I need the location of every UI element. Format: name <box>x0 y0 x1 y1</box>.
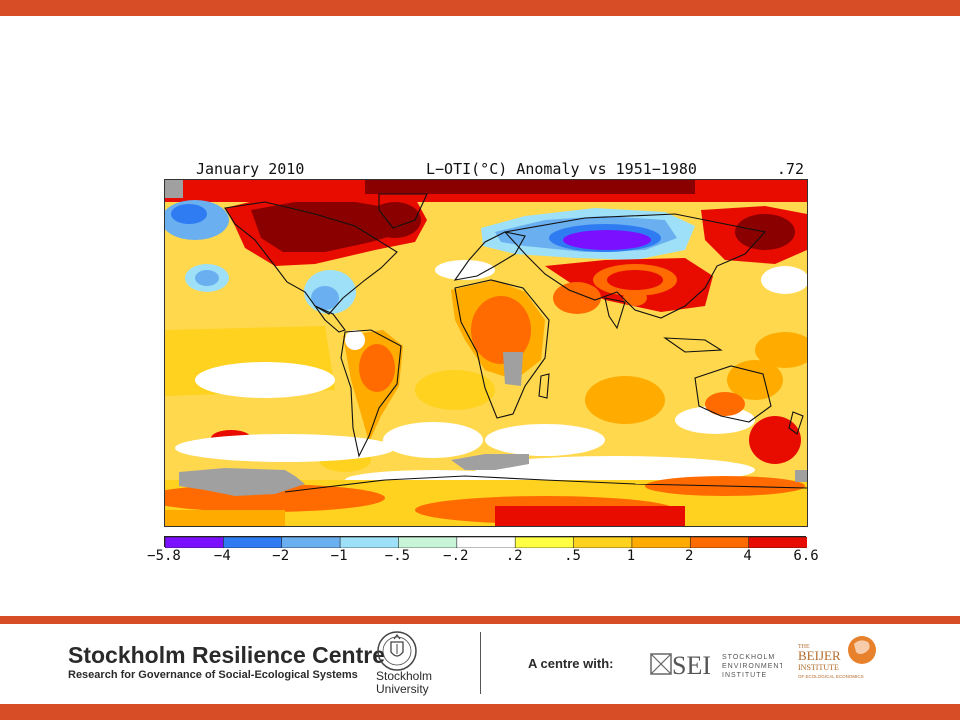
svg-text:SEI: SEI <box>672 651 711 680</box>
anomaly-field <box>165 180 807 526</box>
anomaly-region <box>435 260 495 280</box>
anomaly-region <box>485 424 605 456</box>
svg-text:ENVIRONMENT: ENVIRONMENT <box>722 663 782 670</box>
color-scale-tick-label: −4 <box>213 548 231 564</box>
coastline <box>454 279 550 419</box>
footer-accent-bar <box>0 616 960 624</box>
svg-text:INSTITUTE: INSTITUTE <box>722 672 767 679</box>
coastline <box>313 304 346 333</box>
color-scale-swatch <box>165 537 225 548</box>
anomaly-region <box>383 422 483 458</box>
svg-text:THE: THE <box>798 644 810 650</box>
color-scale-tick-label: −2 <box>272 548 290 564</box>
anomaly-region <box>495 506 685 526</box>
anomaly-region <box>415 370 495 410</box>
color-scale-swatch <box>631 537 692 548</box>
color-scale-tick-label: −.2 <box>443 548 469 564</box>
anomaly-region <box>471 296 531 364</box>
color-scale-bar <box>164 536 807 548</box>
anomaly-region <box>359 344 395 392</box>
anomaly-region <box>475 456 755 484</box>
color-scale-tick-label: 2 <box>685 548 694 564</box>
anomaly-region <box>195 270 219 286</box>
coastline <box>694 365 772 423</box>
anomaly-region <box>727 360 783 400</box>
color-scale-swatch <box>398 537 458 548</box>
anomaly-region <box>195 362 335 398</box>
anomaly-region <box>585 376 665 424</box>
coastlines <box>224 193 807 493</box>
anomaly-region <box>365 180 695 194</box>
svg-text:INSTITUTE: INSTITUTE <box>798 663 839 672</box>
anomaly-region <box>749 416 801 464</box>
bottom-accent-bar <box>0 704 960 720</box>
color-scale-tick-label: 4 <box>743 548 752 564</box>
color-scale-tick-label: −1 <box>330 548 348 564</box>
color-scale-tick-label: 6.6 <box>793 548 819 564</box>
coastline <box>453 231 526 281</box>
coastline <box>378 193 428 229</box>
color-scale-labels: −5.8 −4 −2 −1 −.5 −.2 .2 .5 1 2 4 6.6 <box>0 548 960 568</box>
anomaly-region <box>761 266 807 294</box>
coastline <box>340 329 402 458</box>
color-scale-tick-label: −5.8 <box>147 548 181 564</box>
anomaly-region <box>607 270 663 290</box>
anomaly-region <box>755 332 807 368</box>
anomaly-region <box>175 434 395 462</box>
beijer-institute-logo: THE BEIJER INSTITUTE OF ECOLOGICAL ECONO… <box>798 636 876 679</box>
global-mean-anomaly: .72 <box>776 160 804 178</box>
svg-text:BEIJER: BEIJER <box>798 648 841 663</box>
color-scale-swatch <box>514 537 575 548</box>
temperature-anomaly-map <box>164 179 808 527</box>
coastline <box>788 411 804 435</box>
anomaly-region <box>311 286 339 310</box>
color-scale-swatch <box>748 537 807 548</box>
no-data-region <box>451 454 529 470</box>
color-scale-tick-label: .5 <box>564 548 581 564</box>
anomaly-region <box>345 330 365 350</box>
no-data-region <box>503 352 523 386</box>
color-scale-swatch <box>281 537 341 548</box>
anomaly-region <box>171 204 207 224</box>
coastline <box>538 373 550 399</box>
coastline <box>503 213 767 319</box>
color-scale-swatch <box>456 537 516 548</box>
coastline <box>663 337 723 353</box>
color-scale-tick-label: 1 <box>626 548 636 564</box>
svg-text:STOCKHOLM: STOCKHOLM <box>722 654 775 661</box>
map-header: January 2010 L−OTI(°C) Anomaly vs 1951−1… <box>164 158 806 180</box>
sei-logo: SEI STOCKHOLM ENVIRONMENT INSTITUTE <box>650 651 782 680</box>
map-title: L−OTI(°C) Anomaly vs 1951−1980 <box>426 160 697 178</box>
coastline <box>604 297 626 330</box>
color-scale-swatch <box>573 537 633 548</box>
anomaly-region <box>165 510 285 526</box>
src-logo-title: Stockholm Resilience Centre <box>68 642 385 668</box>
coastline <box>284 475 807 493</box>
anomaly-region <box>553 282 601 314</box>
university-name: Stockholm University <box>376 669 433 696</box>
svg-text:OF ECOLOGICAL ECONOMICS: OF ECOLOGICAL ECONOMICS <box>798 674 864 679</box>
src-logo-subtitle: Research for Governance of Social-Ecolog… <box>68 669 358 681</box>
footer-divider <box>480 632 481 694</box>
anomaly-region <box>369 202 421 238</box>
anomaly-region <box>251 202 405 252</box>
coastline <box>224 201 398 315</box>
top-accent-bar <box>0 0 960 16</box>
no-data-region <box>179 468 305 496</box>
color-scale-swatch <box>339 537 400 548</box>
no-data-region <box>795 470 807 482</box>
strong-cold-anomaly <box>563 230 651 250</box>
color-scale-tick-label: −.5 <box>384 548 411 564</box>
color-scale-tick-label: .2 <box>505 548 523 564</box>
map-date-label: January 2010 <box>196 160 305 178</box>
anomaly-region <box>705 392 745 416</box>
no-data-region <box>165 180 183 198</box>
partners-label: A centre with: <box>528 656 614 671</box>
anomaly-region <box>623 290 647 306</box>
university-seal-icon <box>377 631 417 671</box>
color-scale-swatch <box>689 537 750 548</box>
color-scale-swatch <box>223 537 283 548</box>
